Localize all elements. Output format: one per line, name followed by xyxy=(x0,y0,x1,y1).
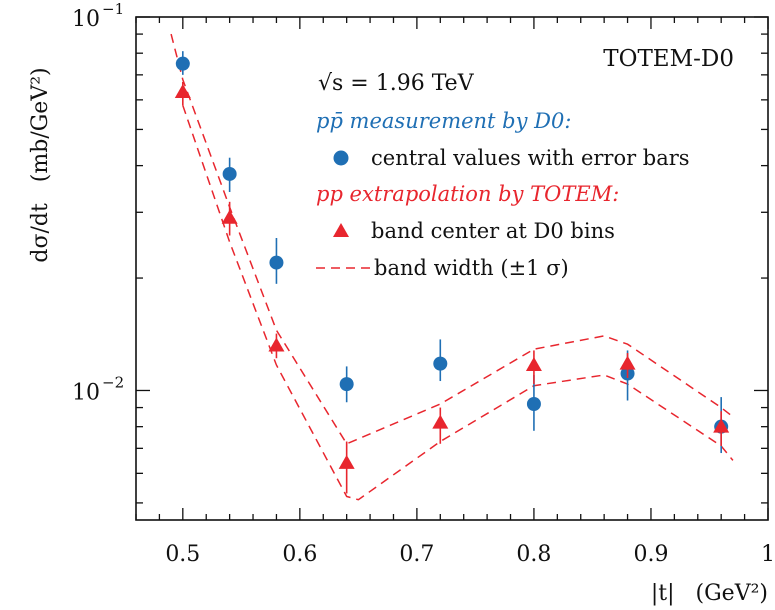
x-tick-label: 0.9 xyxy=(633,542,668,567)
band-lower-line xyxy=(182,105,734,501)
y-tick-label-exponent: −2 xyxy=(102,373,124,391)
totem-data-point xyxy=(174,83,191,98)
x-tick-label: 1 xyxy=(761,542,775,567)
ticks xyxy=(135,16,769,520)
d0-data-point xyxy=(526,397,541,412)
d0-data-point xyxy=(433,356,448,371)
legend-totem-marker xyxy=(333,223,349,237)
legend-d0-marker xyxy=(333,150,349,166)
totem-data-point xyxy=(619,355,636,370)
totem-data-point xyxy=(713,418,730,433)
corner-label: TOTEM-D0 xyxy=(603,46,734,72)
band-upper-line xyxy=(170,33,734,445)
totem-data-point xyxy=(432,414,449,429)
plot-frame xyxy=(135,16,769,521)
x-tick-label: 0.5 xyxy=(165,542,200,567)
energy-label: √s = 1.96 TeV xyxy=(318,71,475,96)
d0-data-point xyxy=(175,56,190,71)
totem-data-point xyxy=(338,454,355,469)
legend-band-entry: band width (±1 σ) xyxy=(374,256,569,280)
legend-d0-header: pp̄ measurement by D0: xyxy=(316,109,571,133)
totem-data-point xyxy=(525,357,542,372)
x-tick-label: 0.7 xyxy=(399,542,434,567)
tick-labels: 0.5 0.6 0.7 0.8 0.9 110−210−1 xyxy=(72,0,775,567)
legend-totem-header: pp extrapolation by TOTEM: xyxy=(316,182,619,206)
d0-data-point xyxy=(269,255,284,270)
band-layer xyxy=(170,33,734,501)
x-tick-label: 0.8 xyxy=(516,542,551,567)
legend-d0-entry: central values with error bars xyxy=(371,146,690,170)
x-tick-label: 0.6 xyxy=(282,542,317,567)
totem-data-point xyxy=(268,337,285,352)
totem-data-point xyxy=(221,209,238,224)
d0-data-point xyxy=(339,377,354,392)
y-tick-label-exponent: −1 xyxy=(102,0,124,18)
d0-data-point xyxy=(222,166,237,181)
y-tick-label: 10 xyxy=(72,380,100,405)
y-tick-label: 10 xyxy=(72,7,100,32)
legend-totem-entry: band center at D0 bins xyxy=(371,219,615,243)
x-axis-label: |t| (GeV²) xyxy=(651,581,768,606)
marks-layer xyxy=(174,51,730,494)
y-axis-label: dσ/dt (mb/GeV²) xyxy=(28,67,53,262)
